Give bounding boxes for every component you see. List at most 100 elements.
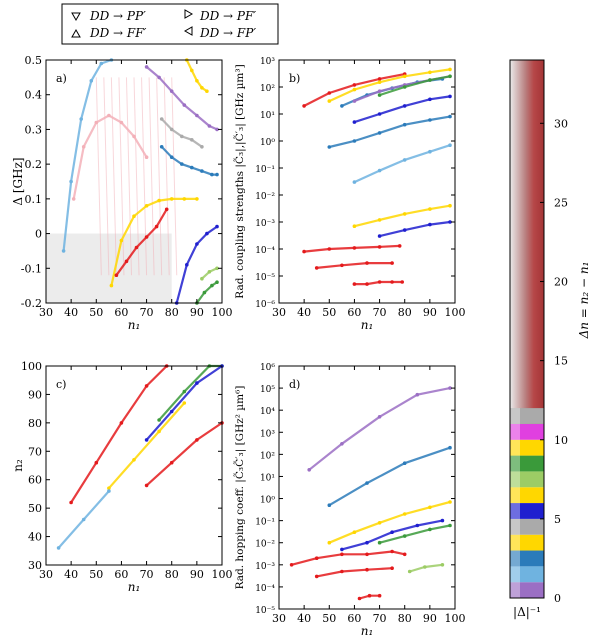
data-point — [195, 113, 199, 118]
data-point — [81, 145, 86, 149]
y-tick-label: -0.1 — [21, 262, 42, 275]
y-tick-label: 0.2 — [25, 158, 43, 171]
data-point — [340, 104, 344, 108]
legend-label-3: DD → FF′ — [89, 26, 147, 40]
data-point — [182, 103, 187, 107]
panel-c: 30 40 50 60 70 80 90 100 30 40 50 60 70 80 90 100 c) n₁ n₂ — [11, 360, 233, 594]
data-point — [56, 546, 61, 550]
data-point — [215, 127, 219, 132]
data-point — [352, 87, 357, 92]
series-line-8 — [353, 144, 451, 184]
colorbar-segments — [510, 408, 544, 598]
data-point — [202, 290, 207, 295]
data-point — [397, 244, 402, 248]
data-point — [289, 563, 294, 567]
data-point — [448, 74, 452, 79]
data-point — [357, 596, 362, 601]
data-point — [352, 282, 357, 286]
panel-b: 30 40 50 60 70 80 90 100 10⁻⁶ 10⁻⁵ 10⁻⁴ 10⁻³ 10⁻² 10⁻… — [233, 57, 465, 332]
y-tick-label: 10⁻⁴ — [255, 246, 275, 256]
panel-a: 30 40 50 60 70 80 90 100 -0.2 -0.1 0 0.1 0.2 0.3 0.4 0.… — [11, 54, 233, 332]
colorbar-segment-fade — [510, 455, 520, 472]
colorbar-segment — [510, 534, 544, 551]
series-line-3 — [158, 364, 222, 421]
legend-entry-3: DD → FF′ — [71, 26, 147, 40]
data-point — [69, 179, 73, 184]
data-point — [169, 155, 174, 159]
series-line-5 — [145, 421, 223, 487]
data-point — [124, 259, 129, 264]
data-point — [377, 218, 382, 222]
x-axis-label: n₁ — [128, 318, 141, 332]
panel-d: 30 40 50 60 70 80 90 100 10⁻⁵ 10⁻⁴ 10⁻³ 10⁻² 10⁻¹ 10⁰… — [233, 363, 465, 638]
x-tick-label: 100 — [445, 306, 466, 319]
y-tick-label: 10⁻⁴ — [255, 584, 275, 594]
data-point — [377, 112, 382, 116]
data-point — [448, 220, 452, 224]
panel-label: c) — [56, 378, 66, 391]
background-streak — [125, 77, 132, 276]
background-streak — [156, 77, 163, 276]
data-point — [180, 162, 184, 166]
data-point — [157, 75, 161, 80]
y-tick-label: 10⁻⁵ — [255, 273, 275, 283]
colorbar-segment-fade — [510, 408, 520, 424]
data-point — [107, 489, 111, 493]
data-point — [448, 500, 452, 504]
x-tick-label: 90 — [423, 612, 437, 625]
background-streak — [103, 77, 110, 276]
x-tick-label: 50 — [322, 306, 336, 319]
panel-label: b) — [289, 72, 300, 85]
colorbar-segment-fade — [510, 487, 520, 504]
colorbar-tick-label: 30 — [554, 117, 568, 130]
data-point — [377, 131, 382, 135]
data-point — [157, 429, 161, 434]
colorbar-segment-fade — [510, 423, 520, 440]
data-point — [402, 512, 407, 516]
data-point — [448, 203, 452, 208]
data-point — [200, 86, 204, 90]
y-tick-label: 10⁰ — [260, 496, 275, 506]
colorbar-segment-fade — [510, 471, 520, 488]
series-line-8 — [185, 59, 208, 93]
plot-frame — [45, 365, 223, 566]
data-point — [154, 224, 159, 229]
data-point — [144, 438, 149, 442]
data-point — [215, 280, 219, 285]
data-point — [327, 91, 332, 95]
colorbar-segment-fade — [510, 566, 520, 583]
data-point — [340, 442, 344, 446]
data-point — [428, 505, 432, 510]
data-point — [314, 266, 319, 270]
data-point — [107, 486, 111, 491]
data-point — [377, 93, 382, 97]
data-point — [144, 65, 149, 69]
data-point — [157, 418, 161, 422]
data-point — [377, 80, 382, 84]
y-tick-label: 90 — [28, 388, 42, 401]
x-tick-label: 70 — [140, 568, 154, 581]
data-point — [428, 78, 432, 82]
data-point — [109, 283, 114, 288]
series-line-4 — [341, 519, 443, 551]
colorbar-segment-fade — [510, 503, 520, 519]
data-point — [365, 481, 369, 485]
data-point — [428, 70, 432, 75]
data-point — [402, 122, 407, 127]
data-point — [169, 197, 174, 201]
background-streak — [148, 77, 155, 276]
y-tick-label: 10⁻⁵ — [255, 606, 275, 616]
data-point — [377, 234, 382, 238]
data-point — [144, 204, 149, 208]
data-point — [340, 552, 344, 557]
data-point — [377, 77, 382, 81]
colorbar-segment — [510, 471, 544, 488]
data-point — [182, 197, 187, 201]
y-tick-label: 0.4 — [25, 89, 43, 102]
series-line-7 — [329, 115, 451, 149]
plot-frame — [45, 59, 223, 304]
colorbar-segment — [510, 455, 544, 472]
data-point — [190, 68, 194, 73]
data-point — [195, 197, 199, 201]
data-point — [200, 276, 204, 281]
